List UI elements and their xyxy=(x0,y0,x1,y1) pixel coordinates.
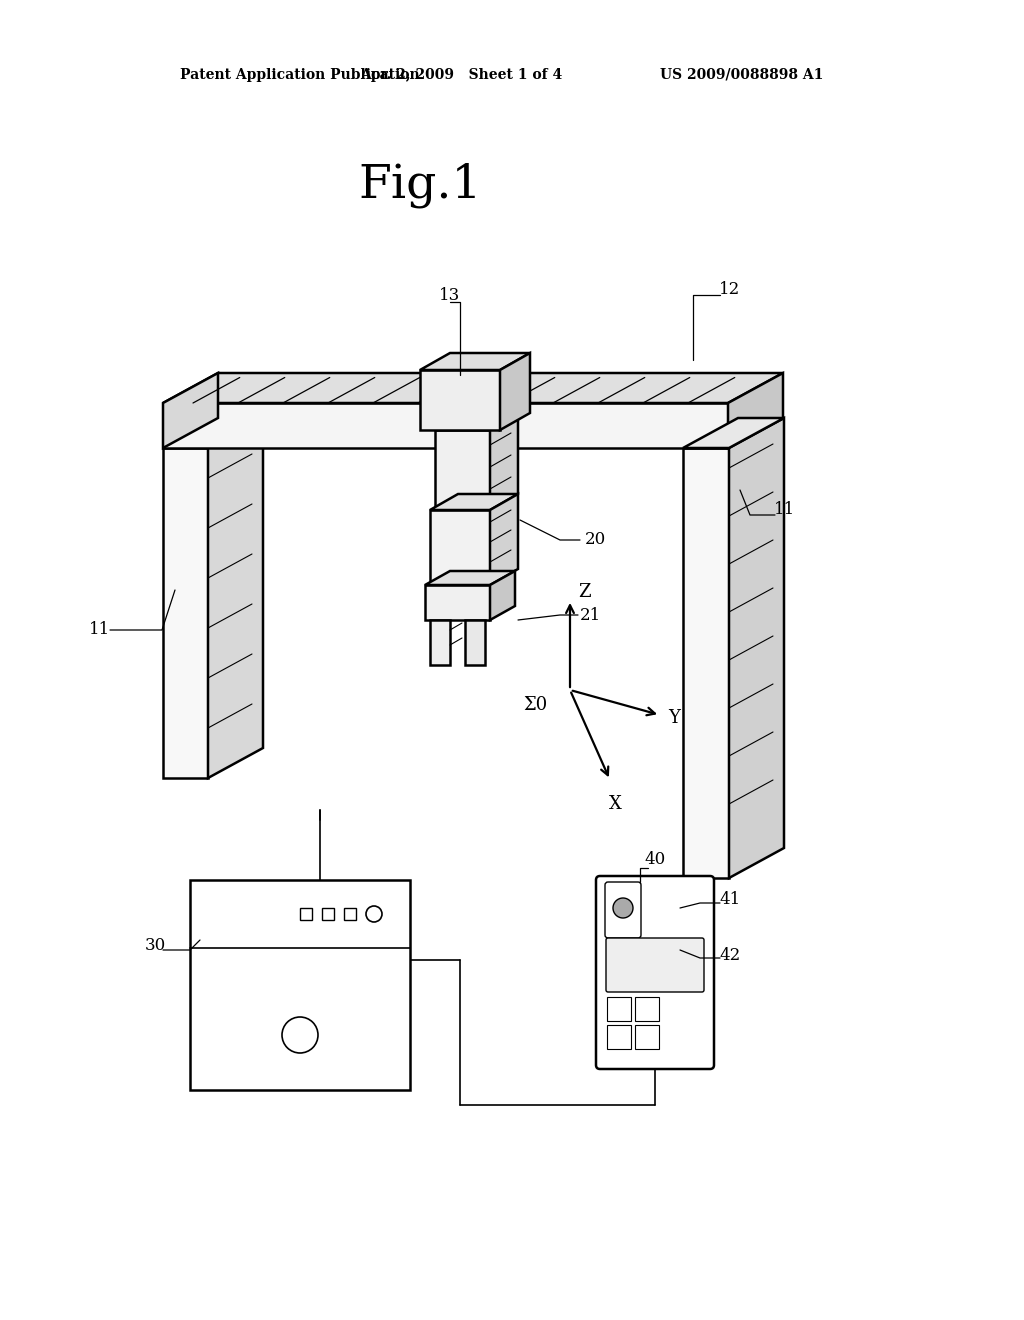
Text: Z: Z xyxy=(578,583,591,601)
Polygon shape xyxy=(322,908,334,920)
Polygon shape xyxy=(420,370,500,430)
Polygon shape xyxy=(163,374,218,447)
Text: US 2009/0088898 A1: US 2009/0088898 A1 xyxy=(660,69,823,82)
Text: 11: 11 xyxy=(774,502,796,519)
FancyBboxPatch shape xyxy=(635,1026,659,1049)
Polygon shape xyxy=(728,374,783,447)
Text: 11: 11 xyxy=(89,622,111,639)
Text: Fig.1: Fig.1 xyxy=(358,162,481,207)
Polygon shape xyxy=(490,494,518,585)
Polygon shape xyxy=(344,908,356,920)
FancyBboxPatch shape xyxy=(596,876,714,1069)
Polygon shape xyxy=(420,352,530,370)
Text: Apr. 2, 2009   Sheet 1 of 4: Apr. 2, 2009 Sheet 1 of 4 xyxy=(360,69,562,82)
FancyBboxPatch shape xyxy=(635,997,659,1020)
Text: 40: 40 xyxy=(644,851,666,869)
Polygon shape xyxy=(425,585,490,620)
Text: 30: 30 xyxy=(144,936,166,953)
Text: 21: 21 xyxy=(580,606,601,623)
Polygon shape xyxy=(465,620,485,665)
Polygon shape xyxy=(430,620,450,665)
FancyBboxPatch shape xyxy=(606,939,705,993)
Text: X: X xyxy=(608,795,622,813)
Polygon shape xyxy=(683,447,729,878)
Polygon shape xyxy=(163,374,783,403)
Polygon shape xyxy=(300,908,312,920)
Text: Σ0: Σ0 xyxy=(523,696,548,714)
Text: Y: Y xyxy=(668,709,680,727)
Text: 20: 20 xyxy=(585,532,605,549)
Polygon shape xyxy=(208,418,263,777)
Text: 13: 13 xyxy=(439,286,461,304)
Polygon shape xyxy=(683,418,784,447)
Text: Patent Application Publication: Patent Application Publication xyxy=(180,69,420,82)
Polygon shape xyxy=(490,572,515,620)
Polygon shape xyxy=(430,494,518,510)
FancyBboxPatch shape xyxy=(607,997,631,1020)
Polygon shape xyxy=(430,510,490,585)
Polygon shape xyxy=(425,572,515,585)
Polygon shape xyxy=(490,414,518,510)
Text: 12: 12 xyxy=(720,281,740,298)
Polygon shape xyxy=(163,447,208,777)
Text: 41: 41 xyxy=(720,891,740,908)
Polygon shape xyxy=(435,414,518,430)
Text: 42: 42 xyxy=(720,946,740,964)
Polygon shape xyxy=(729,418,784,878)
Polygon shape xyxy=(190,880,410,1090)
FancyBboxPatch shape xyxy=(605,882,641,939)
Polygon shape xyxy=(163,403,728,447)
FancyBboxPatch shape xyxy=(607,1026,631,1049)
Polygon shape xyxy=(435,430,490,510)
Polygon shape xyxy=(500,352,530,430)
Circle shape xyxy=(613,898,633,917)
